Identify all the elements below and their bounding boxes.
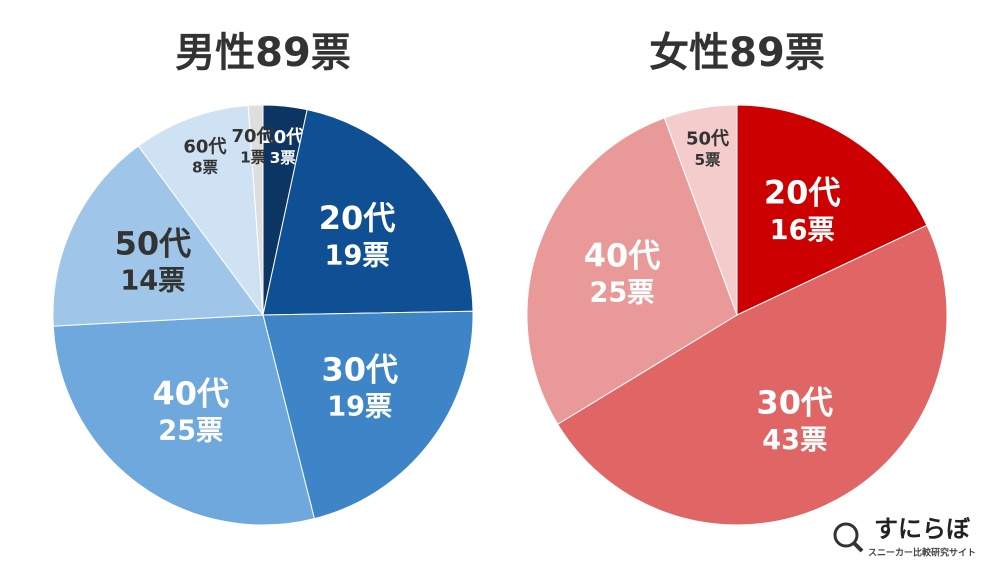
- slice-category: 70代: [232, 126, 275, 147]
- slice-value-label: 3票: [270, 149, 296, 167]
- slice-value-label: 1票: [240, 148, 266, 166]
- slice-value-label: 16票: [770, 215, 835, 246]
- slice-value-label: 8票: [192, 159, 218, 177]
- pie-slice: [663, 104, 738, 316]
- slice-value-label: 25票: [158, 416, 223, 447]
- pie-slice: [262, 109, 474, 316]
- pie-slice: [526, 117, 738, 425]
- slice-category: 50代: [686, 129, 729, 150]
- logo-icon: [833, 522, 859, 548]
- chart-title: 女性89票: [649, 30, 825, 76]
- pie-slice: [262, 310, 474, 520]
- pie-slice: [736, 104, 928, 316]
- slice-value-label: 43票: [762, 425, 827, 456]
- slice-category: 20代: [764, 174, 841, 212]
- logo-tagline: スニーカー比較研究サイト: [868, 547, 976, 559]
- pie-slice: [247, 104, 264, 316]
- pie-slice: [137, 104, 264, 317]
- slice-value-label: 19票: [325, 240, 390, 271]
- chart-title: 男性89票: [175, 30, 351, 76]
- slice-category: 30代: [321, 350, 398, 388]
- logo: すにらぼ スニーカー比較研究サイト: [833, 515, 976, 559]
- slice-category: 20代: [319, 199, 396, 237]
- pie-slice: [52, 314, 315, 526]
- slice-category: 40代: [152, 374, 229, 412]
- slice-category: 50代: [115, 224, 192, 262]
- pie-slice: [52, 145, 264, 327]
- slice-category: 40代: [584, 236, 661, 274]
- slice-value-label: 25票: [589, 278, 654, 309]
- pie-slice: [556, 224, 948, 526]
- slice-value-label: 19票: [327, 392, 392, 423]
- logo-name: すにらぼ: [874, 515, 971, 543]
- slice-category: 10代: [261, 127, 304, 148]
- slice-category: 60代: [183, 136, 226, 157]
- slice-value-label: 5票: [695, 151, 721, 169]
- slice-value-label: 14票: [120, 266, 185, 297]
- logo-icon: [852, 541, 864, 553]
- slice-category: 30代: [756, 384, 833, 422]
